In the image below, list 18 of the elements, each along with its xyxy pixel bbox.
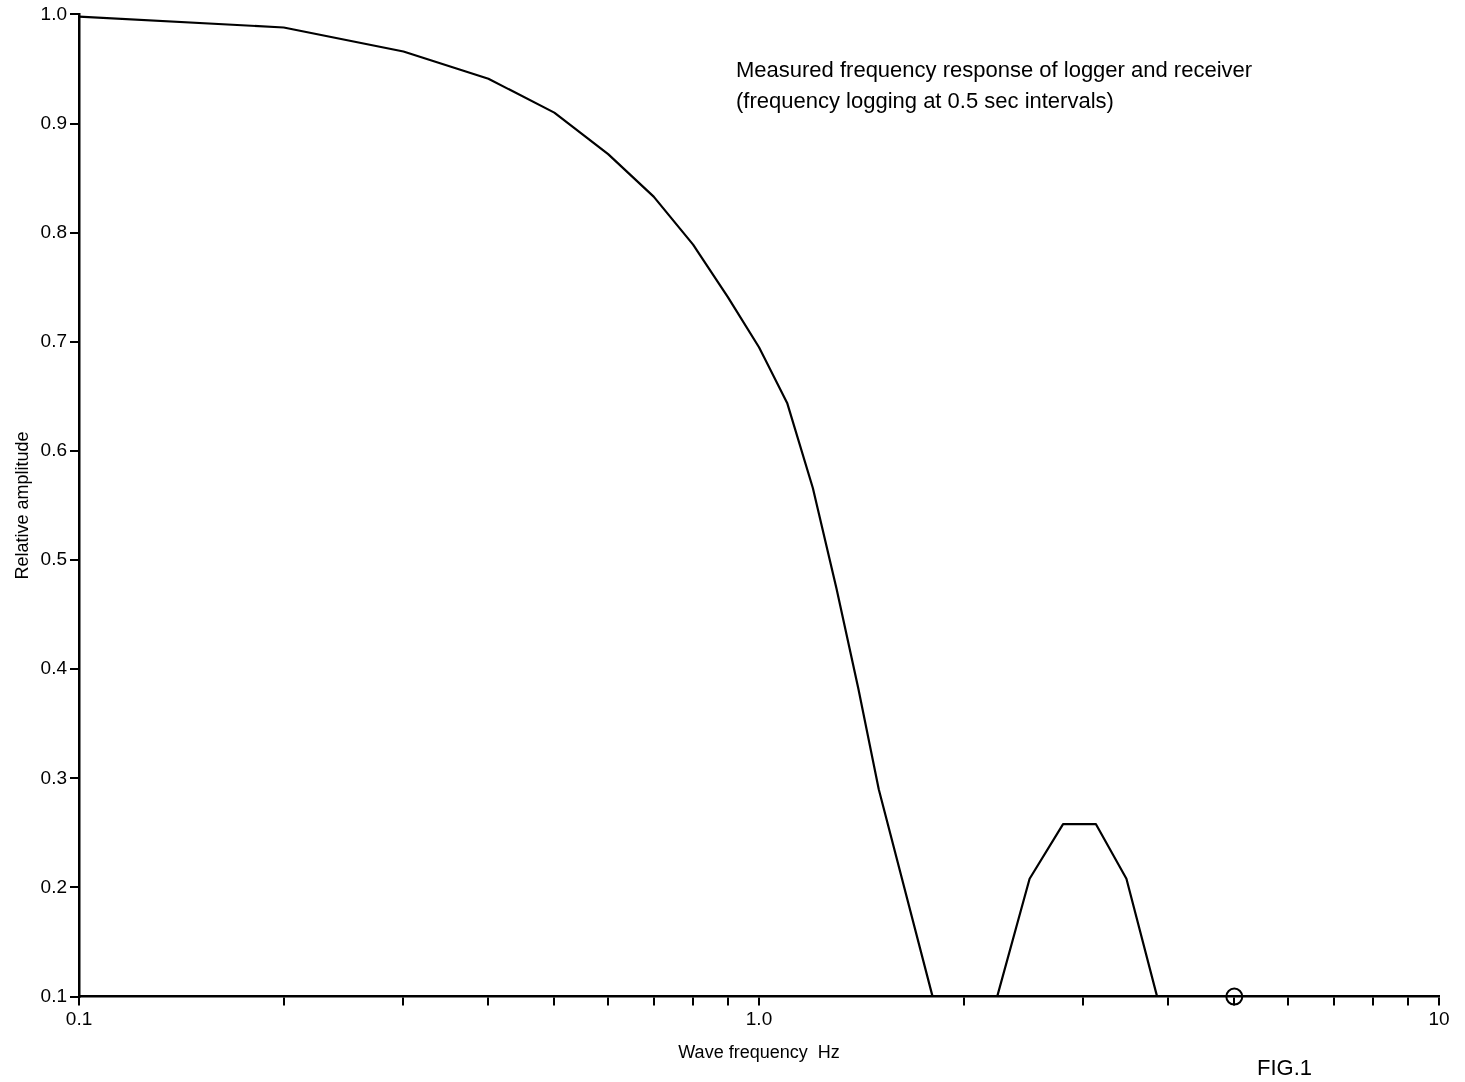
- x-tick-label: 0.1: [65, 1008, 93, 1030]
- y-tick-label: 0.2: [40, 875, 68, 897]
- annotation: Measured frequency response of logger and receiver: [736, 57, 1253, 83]
- y-tick-label: 1.0: [40, 2, 68, 24]
- x-axis-title: Wave frequency Hz: [678, 1042, 840, 1063]
- y-tick-label: 0.6: [40, 439, 68, 461]
- y-tick-label: 0.4: [40, 657, 68, 679]
- y-axis-title: Relative amplitude: [11, 431, 32, 580]
- caption: FIG.1: [1257, 1054, 1313, 1080]
- y-tick-label: 0.3: [40, 766, 68, 788]
- y-tick-label: 0.1: [40, 984, 68, 1006]
- y-tick-label: 0.9: [40, 111, 68, 133]
- x-tick-label: 1.0: [745, 1008, 773, 1030]
- y-tick-label: 0.8: [40, 220, 68, 242]
- y-tick-label: 0.5: [40, 548, 68, 570]
- x-tick-label: 10: [1428, 1008, 1450, 1030]
- y-tick-label: 0.7: [40, 330, 68, 352]
- annotation: (frequency logging at 0.5 sec intervals): [736, 88, 1114, 114]
